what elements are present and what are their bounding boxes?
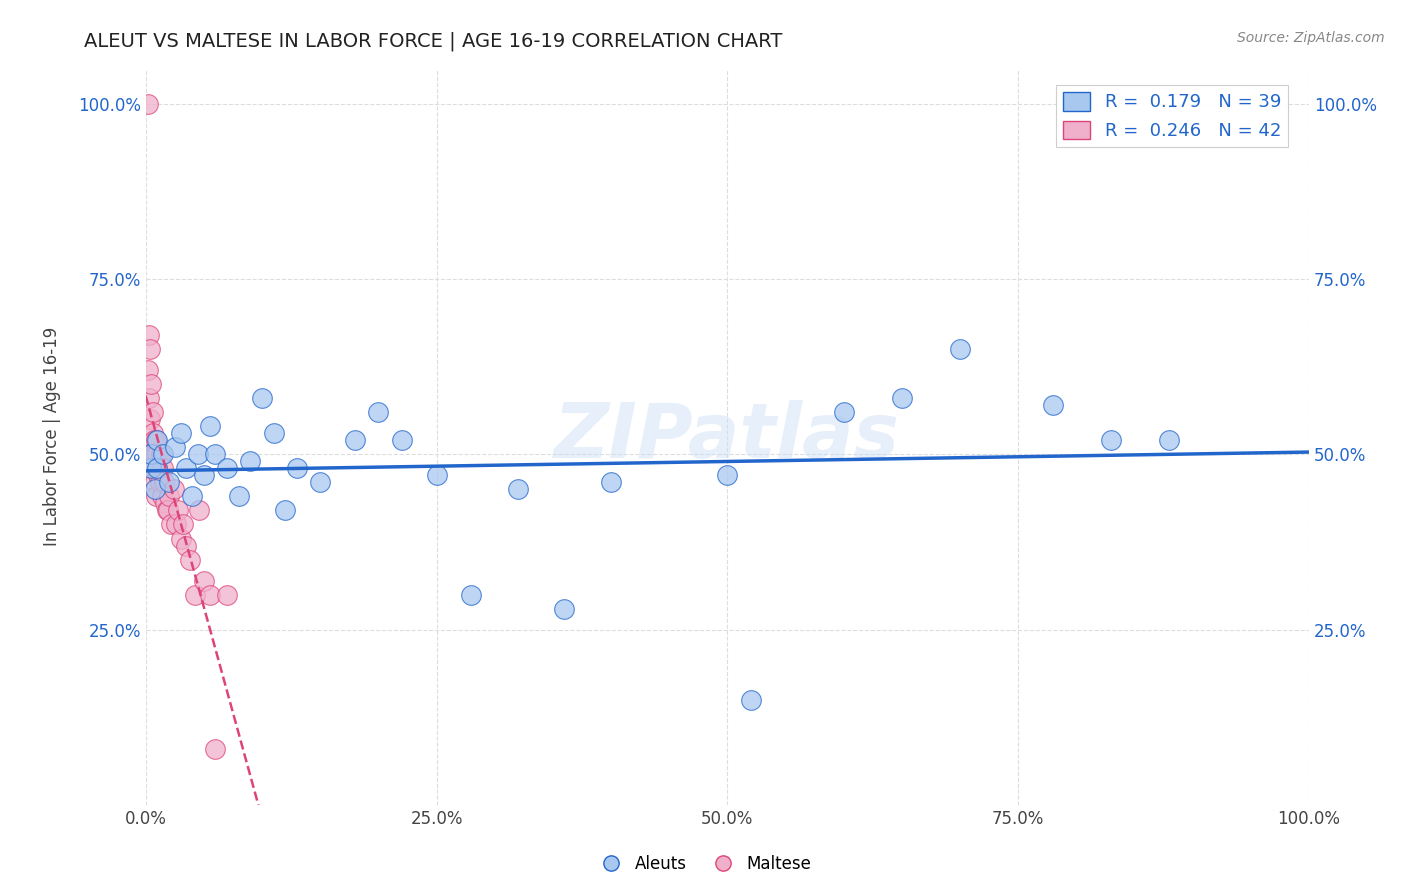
Point [217,461,239,475]
Point [204,742,226,756]
Point [155,496,177,510]
Point [425,468,447,483]
Point [949,342,972,356]
Point [143,483,166,497]
Point [193,468,215,483]
Point [136,363,159,377]
Point [136,96,159,111]
Point [600,475,623,490]
Point [188,503,211,517]
Point [506,483,529,497]
Point [179,552,201,566]
Point [146,447,169,461]
Point [344,434,367,448]
Point [150,490,173,504]
Point [740,693,762,707]
Point [309,475,332,490]
Legend: Aleuts, Maltese: Aleuts, Maltese [588,848,818,880]
Point [172,517,194,532]
Point [183,588,205,602]
Point [138,328,160,343]
Text: ALEUT VS MALTESE IN LABOR FORCE | AGE 16-19 CORRELATION CHART: ALEUT VS MALTESE IN LABOR FORCE | AGE 16… [84,31,783,51]
Point [716,468,738,483]
Point [152,461,174,475]
Point [187,447,209,461]
Point [228,490,250,504]
Point [146,461,169,475]
Point [165,517,187,532]
Point [169,426,191,441]
Point [1099,434,1122,448]
Point [391,434,413,448]
Point [156,503,179,517]
Point [141,447,163,461]
Point [143,475,166,490]
Point [239,454,262,468]
Point [153,475,176,490]
Point [138,391,160,405]
Point [167,503,190,517]
Point [142,426,165,441]
Point [176,461,198,475]
Text: ZIPatlas: ZIPatlas [554,400,900,474]
Point [460,588,482,602]
Point [152,447,174,461]
Point [217,588,239,602]
Y-axis label: In Labor Force | Age 16-19: In Labor Force | Age 16-19 [44,327,60,547]
Point [163,440,186,454]
Point [141,377,163,392]
Point [142,461,165,475]
Text: Source: ZipAtlas.com: Source: ZipAtlas.com [1237,31,1385,45]
Point [142,405,165,419]
Point [1159,434,1181,448]
Point [142,434,165,448]
Point [160,517,183,532]
Point [149,447,172,461]
Point [157,475,180,490]
Point [193,574,215,588]
Point [553,601,575,615]
Point [145,490,167,504]
Point [890,391,912,405]
Point [250,391,273,405]
Point [198,419,221,434]
Point [285,461,308,475]
Point [181,490,204,504]
Point [146,434,169,448]
Point [141,461,163,475]
Point [274,503,297,517]
Point [141,447,163,461]
Point [263,426,285,441]
Point [367,405,389,419]
Point [162,483,184,497]
Point [145,434,167,448]
Point [149,475,172,490]
Point [146,461,169,475]
Point [155,503,177,517]
Point [157,490,180,504]
Point [139,412,162,426]
Point [204,447,226,461]
Point [832,405,855,419]
Point [198,588,221,602]
Point [1042,398,1064,412]
Point [169,532,191,546]
Legend: R =  0.179   N = 39, R =  0.246   N = 42: R = 0.179 N = 39, R = 0.246 N = 42 [1056,85,1288,147]
Point [148,468,170,483]
Point [176,539,198,553]
Point [139,342,162,356]
Point [143,447,166,461]
